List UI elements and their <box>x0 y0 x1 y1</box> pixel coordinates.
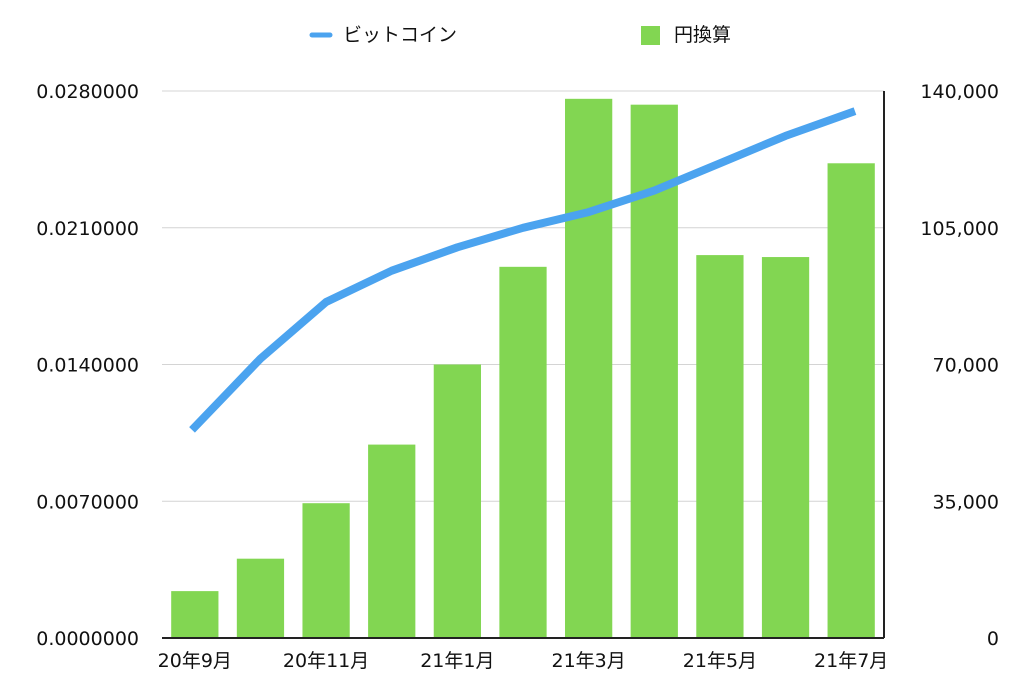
y-left-tick-label: 0.0000000 <box>36 628 139 650</box>
line-series-bitcoin <box>189 107 857 433</box>
bar <box>302 503 350 638</box>
bar <box>236 558 285 638</box>
y-right-tick-label: 35,000 <box>933 491 999 513</box>
x-tick-label: 21年1月 <box>420 650 494 672</box>
x-tick-label: 20年11月 <box>283 650 369 672</box>
x-tick-label: 21年7月 <box>814 650 888 672</box>
x-tick-label: 21年5月 <box>683 650 757 672</box>
y-left-tick-label: 0.0280000 <box>36 81 139 103</box>
y-right-tick-label: 0 <box>987 628 999 650</box>
bar <box>696 255 744 638</box>
axes <box>162 91 885 639</box>
bitcoin-line <box>189 107 857 433</box>
bar <box>827 163 875 638</box>
legend: ビットコイン 円換算 <box>309 24 731 46</box>
tick-labels: 0.0000000 0.0070000 0.0140000 0.0210000 0.02… <box>36 81 999 672</box>
y-right-tick-label: 105,000 <box>920 218 999 240</box>
legend-bar-label: 円換算 <box>674 24 731 46</box>
y-left-tick-label: 0.0140000 <box>36 355 139 377</box>
y-left-tick-label: 0.0070000 <box>36 491 139 513</box>
y-right-tick-label: 140,000 <box>920 81 999 103</box>
bar-series-yen <box>171 98 875 639</box>
y-right-tick-label: 70,000 <box>933 355 999 377</box>
bar <box>433 364 481 638</box>
legend-bar-swatch <box>641 26 660 45</box>
bar <box>171 591 219 638</box>
bar <box>499 266 547 638</box>
x-tick-label: 21年3月 <box>552 650 626 672</box>
bar <box>761 257 810 638</box>
bar <box>368 444 416 638</box>
legend-line-label: ビットコイン <box>343 24 457 46</box>
y-left-tick-label: 0.0210000 <box>36 218 139 240</box>
bar <box>565 98 613 639</box>
x-tick-label: 20年9月 <box>158 650 232 672</box>
